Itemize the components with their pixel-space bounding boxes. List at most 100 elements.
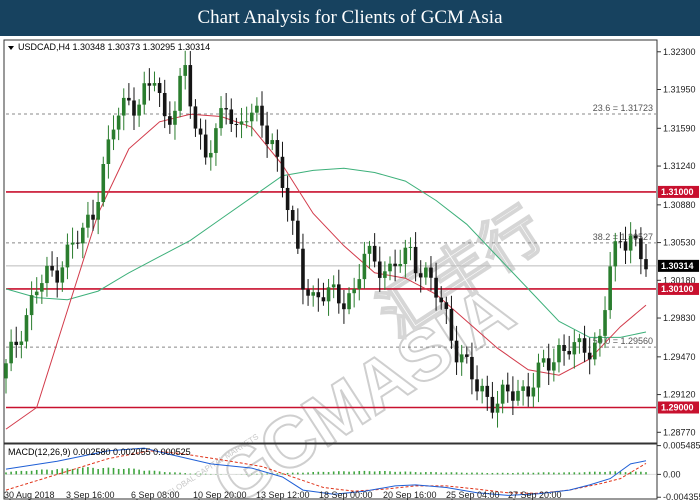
candle-body <box>362 253 367 280</box>
fib-level-label: 23.6 = 1.31723 <box>593 103 653 113</box>
candle-body <box>541 358 546 363</box>
y-tick-label: 1.31950 <box>663 85 696 95</box>
moving-average-slow <box>5 167 647 338</box>
price-tag-label: 1.29000 <box>661 403 694 413</box>
candle-body <box>183 65 187 76</box>
candle-body <box>209 152 213 158</box>
candle-body <box>306 289 310 296</box>
candle-body <box>470 356 474 380</box>
candle-body <box>593 342 597 360</box>
candle-body <box>147 83 152 86</box>
candle-body <box>347 293 351 310</box>
y-tick-label: 1.29120 <box>663 390 696 400</box>
candle-body <box>603 310 607 336</box>
y-tick-label: 1.31590 <box>663 123 696 133</box>
candle-body <box>562 345 566 351</box>
candle-body <box>526 386 531 397</box>
macd-title-label: MACD(12,26,9) 0.002580 0.002055 0.000525 <box>8 447 191 457</box>
macd-panel-frame <box>3 443 658 500</box>
candle-body <box>45 265 49 284</box>
price-tag <box>658 282 699 295</box>
candle-body <box>168 116 172 125</box>
candle-body <box>557 345 561 363</box>
candle-body <box>628 235 633 251</box>
candle-body <box>34 291 39 296</box>
candle-body <box>587 352 592 360</box>
candle-body <box>536 362 541 388</box>
candle-body <box>249 112 254 122</box>
candle-body <box>60 267 65 283</box>
y-tick-label: 1.29470 <box>663 352 696 362</box>
candle-body <box>316 292 321 298</box>
header-bar: Chart Analysis for Clients of GCM Asia <box>0 0 700 36</box>
candle-body <box>444 302 449 309</box>
candle-body <box>577 338 582 343</box>
candle-body <box>352 288 356 294</box>
macd-y-tick-label: -0.004355 <box>663 492 700 500</box>
candle-body <box>137 104 141 116</box>
candle-body <box>342 303 346 310</box>
price-tag <box>658 259 699 272</box>
y-tick-label: 1.31240 <box>663 161 696 171</box>
candle-body <box>101 164 106 202</box>
candle-body <box>244 121 249 123</box>
candle-body <box>383 271 387 278</box>
candle-body <box>142 83 147 105</box>
y-tick-label: 1.32300 <box>663 47 696 57</box>
candle-body <box>152 83 157 86</box>
candle-body <box>393 263 397 267</box>
candle-body <box>337 284 341 304</box>
candle-body <box>203 134 208 158</box>
candle-body <box>111 129 116 140</box>
price-tag-label: 1.30314 <box>661 261 694 271</box>
candle-body <box>321 297 326 302</box>
y-tick-label: 1.30880 <box>663 200 696 210</box>
candle-body <box>86 214 90 228</box>
candle-body <box>162 92 167 117</box>
price-tag <box>658 401 699 414</box>
candle-body <box>9 341 13 364</box>
x-tick-label: 18 Sep 00:00 <box>319 490 373 500</box>
candle-body <box>239 121 244 125</box>
candle-body <box>618 241 623 243</box>
candle-body <box>14 341 19 345</box>
macd-y-tick-label: 0.00 <box>663 469 681 479</box>
candle-body <box>531 387 536 397</box>
candle-body <box>326 287 331 302</box>
candle-body <box>4 363 8 379</box>
candle-body <box>516 390 520 401</box>
candle-body <box>480 385 484 392</box>
chart-symbol-label: USDCAD,H4 1.30348 1.30373 1.30295 1.3031… <box>18 42 210 52</box>
dropdown-triangle-icon <box>8 46 14 50</box>
y-tick-label: 1.30530 <box>663 238 696 248</box>
candle-body <box>275 140 280 157</box>
candle-body <box>398 264 403 267</box>
candle-body <box>70 242 75 245</box>
candle-body <box>439 297 443 303</box>
candle-body <box>331 284 336 288</box>
candle-body <box>434 277 438 298</box>
candle-body <box>219 108 223 129</box>
candle-body <box>178 75 182 111</box>
candle-body <box>367 245 372 254</box>
candle-body <box>521 386 525 391</box>
candle-body <box>301 248 305 290</box>
candle-body <box>198 128 203 135</box>
candle-body <box>91 214 95 220</box>
y-tick-label: 1.29830 <box>663 313 696 323</box>
candle-body <box>465 354 469 357</box>
price-tag <box>658 185 699 198</box>
candle-body <box>552 362 556 371</box>
price-tag-label: 1.31000 <box>661 187 694 197</box>
candle-body <box>188 65 193 107</box>
price-tag-label: 1.30100 <box>661 284 694 294</box>
candle-body <box>459 354 464 363</box>
candle-body <box>265 125 269 145</box>
y-tick-label: 1.30180 <box>663 275 696 285</box>
macd-y-tick-label: 0.005485 <box>663 441 700 451</box>
candle-body <box>40 283 44 292</box>
candle-body <box>55 270 59 283</box>
candle-body <box>296 220 300 249</box>
candle-body <box>388 263 392 272</box>
candle-body <box>505 384 510 392</box>
